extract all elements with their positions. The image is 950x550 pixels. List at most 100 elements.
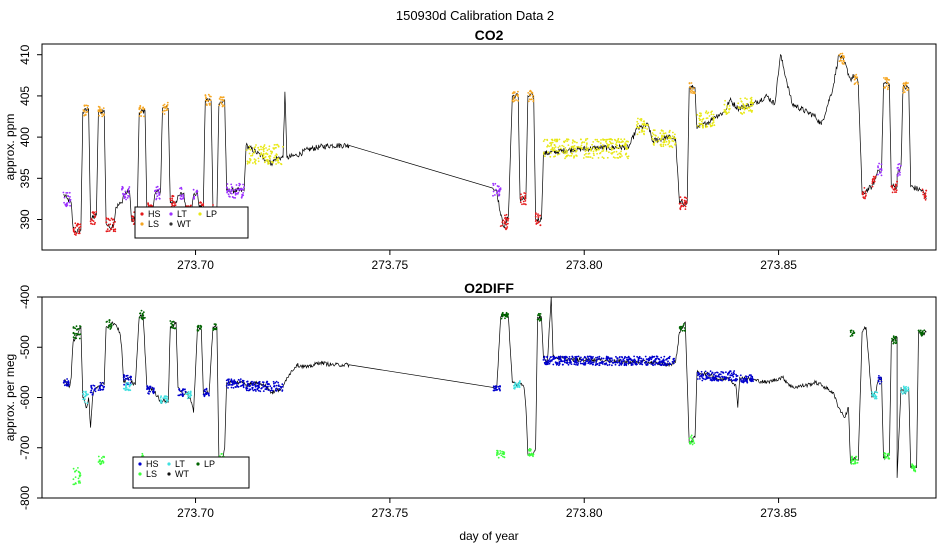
data-point	[852, 332, 855, 335]
data-point	[691, 437, 693, 440]
data-point	[674, 133, 676, 136]
data-point	[242, 194, 245, 197]
data-point	[251, 153, 254, 155]
data-point	[564, 355, 566, 358]
data-point	[566, 356, 568, 359]
data-point	[905, 385, 907, 388]
data-point	[904, 389, 906, 392]
data-point	[879, 168, 881, 171]
calibration-series-lt	[154, 185, 161, 201]
data-point	[556, 361, 558, 364]
data-point	[714, 377, 716, 380]
data-point	[205, 103, 208, 105]
data-point	[233, 382, 236, 385]
data-point	[588, 360, 591, 363]
data-point	[576, 355, 578, 358]
data-point	[748, 109, 750, 112]
data-point	[277, 145, 280, 148]
data-point	[591, 143, 593, 146]
data-point	[92, 220, 95, 223]
data-point	[662, 130, 664, 132]
data-point	[725, 371, 727, 374]
data-point	[129, 382, 132, 384]
data-point	[746, 107, 749, 110]
data-point	[242, 192, 245, 194]
data-point	[620, 144, 622, 147]
data-point	[704, 370, 707, 373]
data-point	[524, 197, 526, 200]
data-point	[652, 361, 654, 364]
data-point	[209, 102, 212, 105]
data-point	[181, 395, 184, 398]
data-point	[84, 398, 86, 400]
data-point	[63, 384, 66, 387]
data-point	[505, 223, 508, 226]
calibration-series-lt	[192, 188, 199, 200]
data-point	[563, 359, 566, 361]
calibration-series-o2-ls	[910, 463, 917, 473]
data-point	[702, 117, 705, 120]
data-point	[546, 356, 548, 359]
data-point	[596, 356, 599, 359]
data-point	[274, 381, 277, 384]
data-point	[228, 383, 231, 386]
data-point	[632, 359, 634, 362]
data-point	[69, 196, 71, 198]
data-point	[501, 455, 504, 458]
data-point	[519, 196, 522, 199]
data-point	[72, 230, 75, 233]
data-point	[189, 391, 192, 394]
calibration-series-o2-ls	[496, 449, 506, 459]
legend-label: HS	[146, 459, 159, 469]
data-point	[107, 217, 110, 220]
data-point	[665, 359, 667, 361]
data-point	[151, 386, 154, 389]
data-point	[112, 226, 114, 229]
data-point	[192, 188, 195, 191]
data-point	[93, 223, 96, 226]
data-point	[683, 201, 686, 204]
data-point	[200, 326, 203, 329]
data-point	[647, 357, 650, 360]
data-point	[502, 219, 505, 222]
data-point	[750, 98, 753, 101]
data-point	[688, 437, 691, 440]
data-point	[644, 355, 647, 358]
data-point	[158, 192, 161, 195]
data-point	[254, 383, 257, 385]
data-point	[592, 150, 595, 153]
data-point	[494, 194, 496, 196]
data-point	[577, 355, 580, 358]
calibration-series-lp	[245, 143, 284, 166]
data-point	[627, 157, 629, 160]
data-point	[249, 158, 252, 161]
data-point	[885, 456, 887, 459]
data-point	[745, 103, 748, 105]
data-point	[711, 377, 714, 379]
data-point	[573, 363, 576, 366]
data-point	[180, 198, 183, 201]
calibration-series-o2-lp	[105, 319, 113, 330]
data-point	[267, 161, 270, 164]
data-point	[543, 361, 546, 364]
data-point	[535, 212, 537, 215]
data-point	[672, 131, 674, 134]
data-point	[712, 118, 715, 120]
data-point	[69, 198, 72, 201]
data-point	[141, 452, 144, 455]
data-point	[839, 52, 842, 55]
data-point	[623, 363, 626, 366]
data-point	[731, 379, 734, 382]
data-point	[65, 192, 68, 194]
data-point	[902, 87, 905, 90]
data-point	[180, 186, 183, 189]
data-point	[715, 374, 717, 377]
data-point	[528, 447, 531, 450]
data-point	[922, 193, 925, 196]
data-point	[230, 183, 233, 186]
data-point	[607, 359, 609, 362]
x-tick-label: 273.80	[566, 506, 603, 520]
data-point	[901, 392, 904, 395]
data-point	[251, 154, 254, 157]
data-point	[274, 154, 277, 157]
